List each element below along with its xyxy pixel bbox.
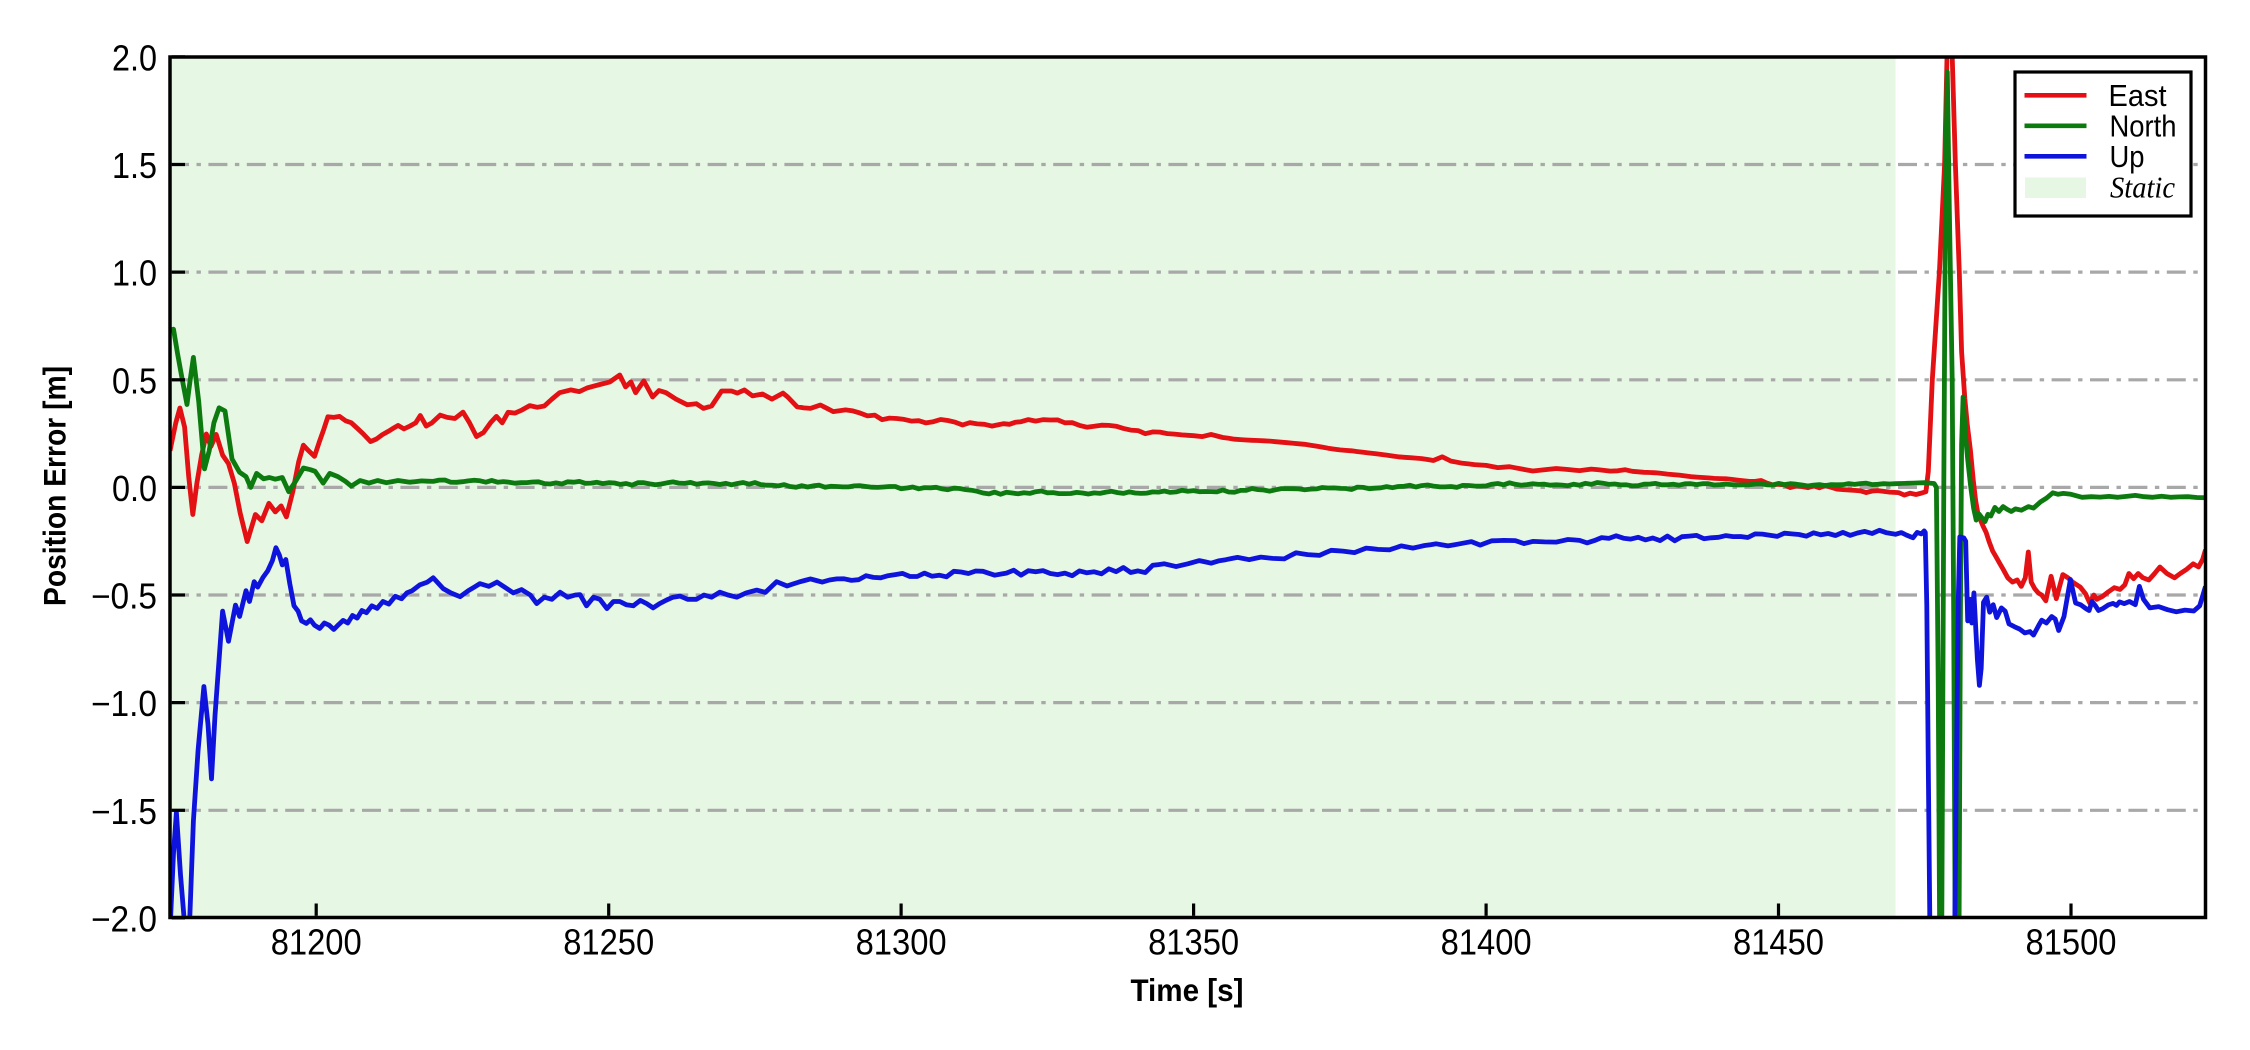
svg-text:81200: 81200 <box>271 922 362 963</box>
svg-text:81350: 81350 <box>1148 922 1239 963</box>
svg-text:81400: 81400 <box>1441 922 1532 963</box>
svg-text:81250: 81250 <box>563 922 654 963</box>
svg-text:East: East <box>2109 79 2167 113</box>
svg-text:81450: 81450 <box>1733 922 1824 963</box>
svg-text:81500: 81500 <box>2026 922 2117 963</box>
svg-text:Static: Static <box>2110 170 2175 205</box>
svg-text:Time [s]: Time [s] <box>1131 972 1244 1008</box>
svg-text:1.0: 1.0 <box>112 253 157 294</box>
svg-text:−1.5: −1.5 <box>91 791 157 832</box>
svg-text:Up: Up <box>2110 140 2145 174</box>
svg-text:−1.0: −1.0 <box>91 683 157 724</box>
svg-text:0.5: 0.5 <box>112 360 157 401</box>
svg-text:North: North <box>2110 110 2177 144</box>
svg-text:0.0: 0.0 <box>112 468 157 509</box>
svg-text:Position Error [m]: Position Error [m] <box>37 366 73 606</box>
svg-text:2.0: 2.0 <box>112 37 157 78</box>
svg-text:−0.5: −0.5 <box>91 576 157 617</box>
svg-text:−2.0: −2.0 <box>91 898 157 939</box>
svg-text:81300: 81300 <box>856 922 947 963</box>
svg-text:1.5: 1.5 <box>112 145 157 186</box>
